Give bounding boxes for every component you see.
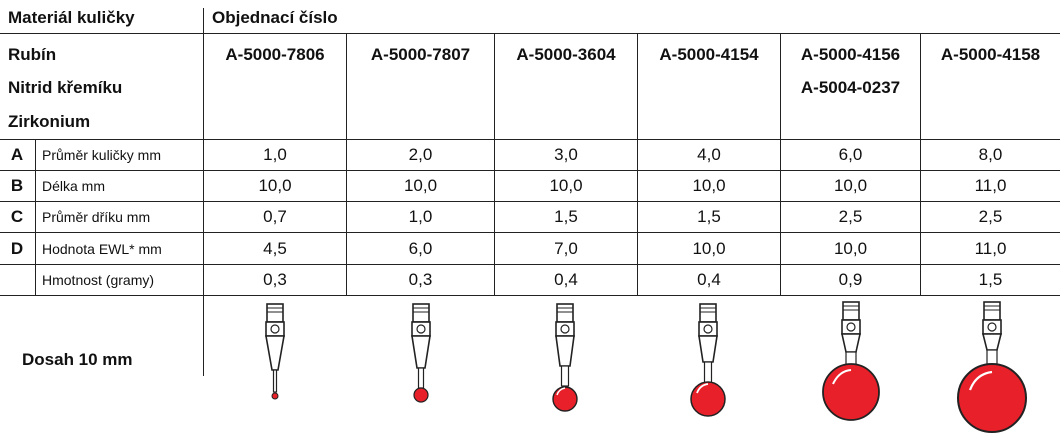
divider xyxy=(494,33,495,295)
value-cell: 0,9 xyxy=(838,270,863,289)
part-number: A-5000-7807 xyxy=(370,45,471,64)
value-cell: 2,5 xyxy=(978,207,1003,226)
value-cell: 3,0 xyxy=(554,145,578,164)
value-cell: 10,0 xyxy=(692,239,726,258)
value-cell: 0,4 xyxy=(554,270,578,289)
value-cell: 10,0 xyxy=(549,176,583,195)
value-cell: 2,0 xyxy=(408,145,433,164)
value-cell: 10,0 xyxy=(403,176,438,195)
row-letter: D xyxy=(10,239,24,258)
divider xyxy=(920,33,921,295)
value-cell: 6,0 xyxy=(408,239,433,258)
divider xyxy=(0,139,1060,140)
divider xyxy=(637,33,638,295)
stylus-illustration xyxy=(265,303,285,400)
stylus-illustration xyxy=(957,301,1027,433)
material-silicon-nitride: Nitrid křemíku xyxy=(8,78,123,97)
value-cell: 10,0 xyxy=(692,176,726,195)
material-ruby: Rubín xyxy=(8,45,57,64)
value-cell: 11,0 xyxy=(974,239,1007,258)
part-number: A-5000-4154 xyxy=(659,45,759,64)
row-label: Hmotnost (gramy) xyxy=(42,272,155,288)
part-number: A-5000-4156 xyxy=(800,45,901,64)
material-zirconia: Zirkonium xyxy=(8,112,91,131)
value-cell: 6,0 xyxy=(838,145,863,164)
divider xyxy=(0,264,1060,265)
material-header: Materiál kuličky xyxy=(8,8,135,27)
row-label: Průměr kuličky mm xyxy=(42,147,162,163)
value-cell: 0,3 xyxy=(263,270,287,289)
value-cell: 1,5 xyxy=(697,207,721,226)
part-number: A-5000-3604 xyxy=(516,45,616,64)
value-cell: 4,5 xyxy=(263,239,287,258)
value-cell: 8,0 xyxy=(978,145,1003,164)
row-letter: B xyxy=(10,176,24,195)
value-cell: 1,0 xyxy=(408,207,433,226)
stylus-illustration xyxy=(552,303,578,412)
row-label: Průměr dříku mm xyxy=(42,209,151,225)
stylus-illustration xyxy=(411,303,431,403)
row-letter: C xyxy=(10,207,24,226)
value-cell: 0,7 xyxy=(263,207,287,226)
value-cell: 1,5 xyxy=(978,270,1003,289)
value-cell: 7,0 xyxy=(554,239,578,258)
divider xyxy=(203,8,204,376)
value-cell: 10,0 xyxy=(833,239,868,258)
value-cell: 10,0 xyxy=(258,176,292,195)
value-cell: 10,0 xyxy=(833,176,868,195)
divider xyxy=(346,33,347,295)
value-cell: 0,4 xyxy=(697,270,721,289)
stylus-illustration xyxy=(822,301,880,421)
divider xyxy=(0,201,1060,202)
row-label: Hodnota EWL* mm xyxy=(42,241,162,257)
value-cell: 0,3 xyxy=(408,270,433,289)
divider xyxy=(780,33,781,295)
order-number-header: Objednací číslo xyxy=(212,8,338,27)
value-cell: 4,0 xyxy=(697,145,721,164)
part-number: A-5004-0237 xyxy=(800,78,901,97)
stylus-illustration xyxy=(690,303,726,417)
divider xyxy=(0,295,1060,296)
row-label: Délka mm xyxy=(42,178,106,194)
value-cell: 2,5 xyxy=(838,207,863,226)
part-number: A-5000-7806 xyxy=(225,45,325,64)
divider xyxy=(0,170,1060,171)
divider xyxy=(0,232,1060,233)
value-cell: 11,0 xyxy=(974,176,1007,195)
divider xyxy=(35,139,36,295)
row-letter: A xyxy=(10,145,24,164)
divider xyxy=(0,33,1060,34)
value-cell: 1,5 xyxy=(554,207,578,226)
reach-label: Dosah 10 mm xyxy=(22,350,133,369)
value-cell: 1,0 xyxy=(263,145,287,164)
part-number: A-5000-4158 xyxy=(940,45,1041,64)
